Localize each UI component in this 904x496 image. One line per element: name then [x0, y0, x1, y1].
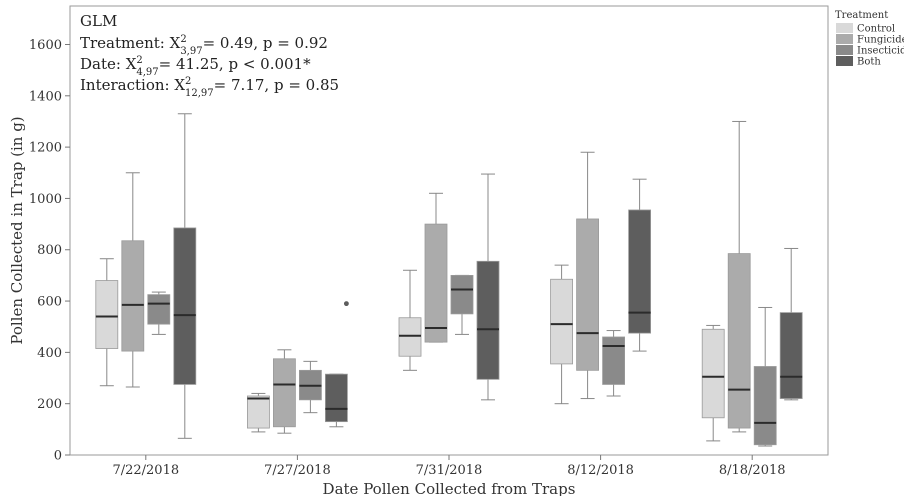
- y-tick-label: 1000: [29, 192, 62, 207]
- box-iqr: [398, 317, 422, 357]
- legend-swatch-insecticide: [836, 45, 853, 55]
- annotation-sub: 3,97: [180, 46, 202, 57]
- annotation-sub: 4,97: [136, 67, 158, 78]
- box-fungicide-2: [272, 349, 296, 434]
- box-iqr: [701, 328, 725, 419]
- box-iqr: [147, 294, 171, 325]
- legend-swatch-control: [836, 23, 853, 33]
- x-tick-label: 7/31/2018: [416, 463, 483, 478]
- box-insecticide-1: [147, 291, 171, 335]
- annotation-sub: 12,97: [185, 88, 214, 99]
- box-control-2: [246, 392, 270, 433]
- x-axis-title: Date Pollen Collected from Traps: [323, 480, 576, 496]
- box-iqr: [602, 336, 625, 385]
- box-iqr: [95, 280, 119, 349]
- y-tick-label: 800: [37, 243, 62, 258]
- legend: Treatment ControlFungicideInsecticideBot…: [835, 10, 904, 68]
- legend-label-insecticide: Insecticide: [857, 46, 904, 57]
- box-iqr: [121, 240, 145, 352]
- box-iqr: [628, 209, 651, 334]
- box-control-1: [95, 258, 119, 387]
- x-tick-label: 7/27/2018: [264, 463, 331, 478]
- x-tick-label: 7/22/2018: [112, 463, 179, 478]
- box-fungicide-5: [727, 120, 751, 433]
- y-tick-label: 1200: [29, 141, 62, 156]
- outlier-point: [343, 301, 349, 307]
- y-tick-label: 600: [37, 295, 62, 310]
- box-control-4: [550, 264, 573, 405]
- box-iqr: [173, 227, 197, 385]
- box-fungicide-3: [424, 192, 448, 343]
- annotation-label: Treatment: X: [80, 34, 181, 52]
- legend-label-fungicide: Fungicide: [857, 35, 904, 46]
- annotation-sup: 2: [180, 34, 186, 45]
- box-iqr: [246, 395, 270, 429]
- y-tick-label: 0: [54, 449, 62, 464]
- annotation-line: Treatment: X2 3,97= 0.49, p = 0.92: [80, 34, 328, 57]
- box-iqr: [450, 274, 474, 315]
- box-iqr: [476, 260, 500, 380]
- y-tick-label: 1600: [29, 38, 62, 53]
- y-axis-title: Pollen Collected in Trap (in g): [8, 116, 26, 344]
- box-iqr: [272, 358, 296, 428]
- annotation-line: Date: X2 4,97= 41.25, p < 0.001*: [80, 55, 311, 78]
- legend-label-both: Both: [857, 57, 881, 68]
- annotation-stat: = 41.25, p < 0.001*: [159, 55, 311, 73]
- box-both-2: [324, 301, 349, 428]
- box-iqr: [779, 312, 803, 399]
- legend-swatch-both: [836, 56, 853, 66]
- annotation-sup: 2: [136, 55, 142, 66]
- box-insecticide-3: [450, 274, 474, 335]
- legend-title: Treatment: [835, 10, 888, 21]
- box-iqr: [753, 366, 777, 446]
- legend-swatch-fungicide: [836, 34, 853, 44]
- box-iqr: [324, 373, 348, 423]
- box-control-5: [701, 324, 725, 442]
- axes-layer: 0 200 400 600 800 1000 1200 1400 1600 7/22/2018 7/…: [29, 38, 786, 478]
- box-iqr: [550, 278, 573, 365]
- y-tick-label: 1400: [29, 89, 62, 104]
- box-both-4: [628, 178, 651, 352]
- annotation-line: Interaction: X2 12,97= 7.17, p = 0.85: [80, 76, 339, 99]
- box-insecticide-4: [602, 330, 625, 397]
- glm-annotation: GLM Treatment: X2 3,97= 0.49, p = 0.92Dat…: [80, 12, 339, 99]
- box-both-1: [173, 113, 197, 439]
- box-fungicide-4: [576, 151, 599, 400]
- box-iqr: [727, 253, 751, 429]
- annotation-sup: 2: [185, 76, 191, 87]
- box-insecticide-2: [298, 360, 322, 414]
- box-fungicide-1: [121, 172, 145, 388]
- annotation-title: GLM: [80, 12, 117, 30]
- annotation-label: Date: X: [80, 55, 137, 73]
- box-iqr: [576, 218, 599, 371]
- annotation-stat: = 7.17, p = 0.85: [214, 76, 339, 94]
- x-tick-label: 8/18/2018: [719, 463, 786, 478]
- x-tick-label: 8/12/2018: [567, 463, 634, 478]
- boxes-layer: [95, 113, 803, 447]
- box-both-3: [476, 173, 500, 401]
- box-insecticide-5: [753, 306, 777, 447]
- box-both-5: [779, 247, 803, 401]
- annotation-stat: = 0.49, p = 0.92: [203, 34, 328, 52]
- annotation-label: Interaction: X: [80, 76, 185, 94]
- y-tick-label: 200: [37, 397, 62, 412]
- y-tick-label: 400: [37, 346, 62, 361]
- legend-label-control: Control: [857, 24, 895, 35]
- box-control-3: [398, 269, 422, 371]
- box-iqr: [424, 223, 448, 343]
